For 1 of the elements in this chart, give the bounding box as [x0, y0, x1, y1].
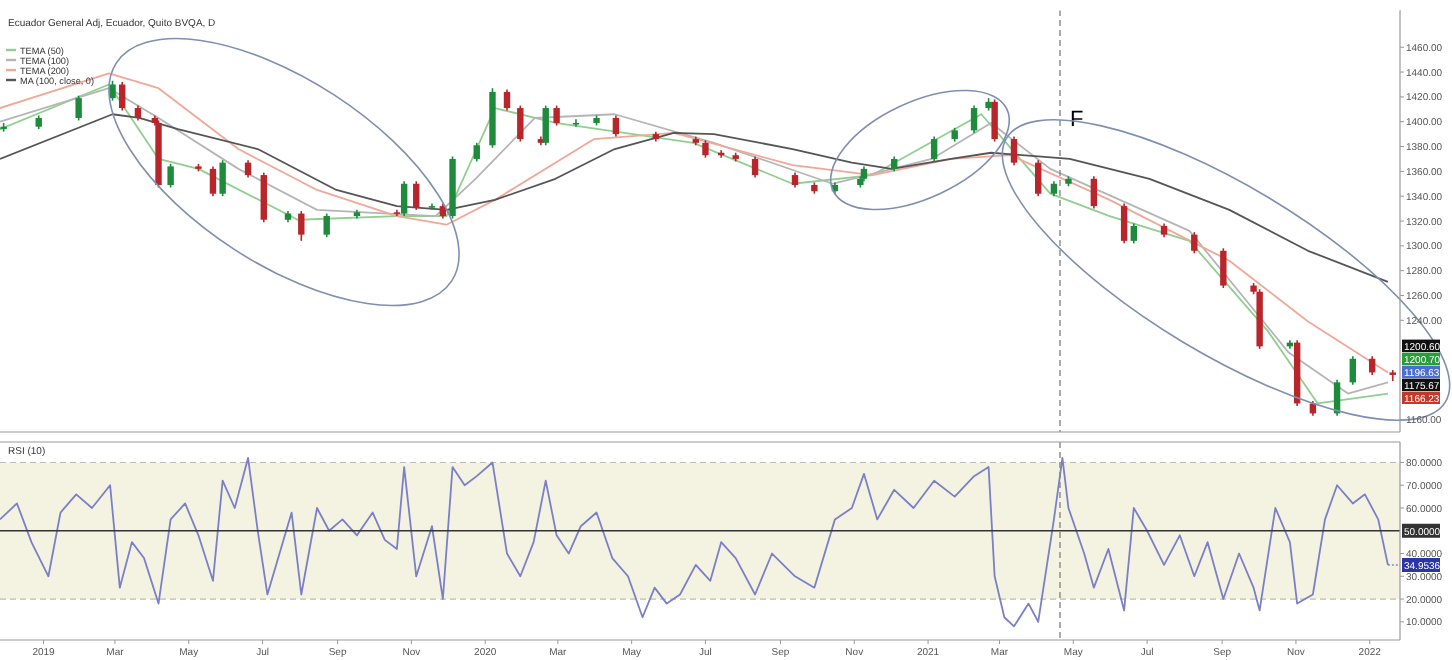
- ref-line-label: F: [1069, 108, 1084, 132]
